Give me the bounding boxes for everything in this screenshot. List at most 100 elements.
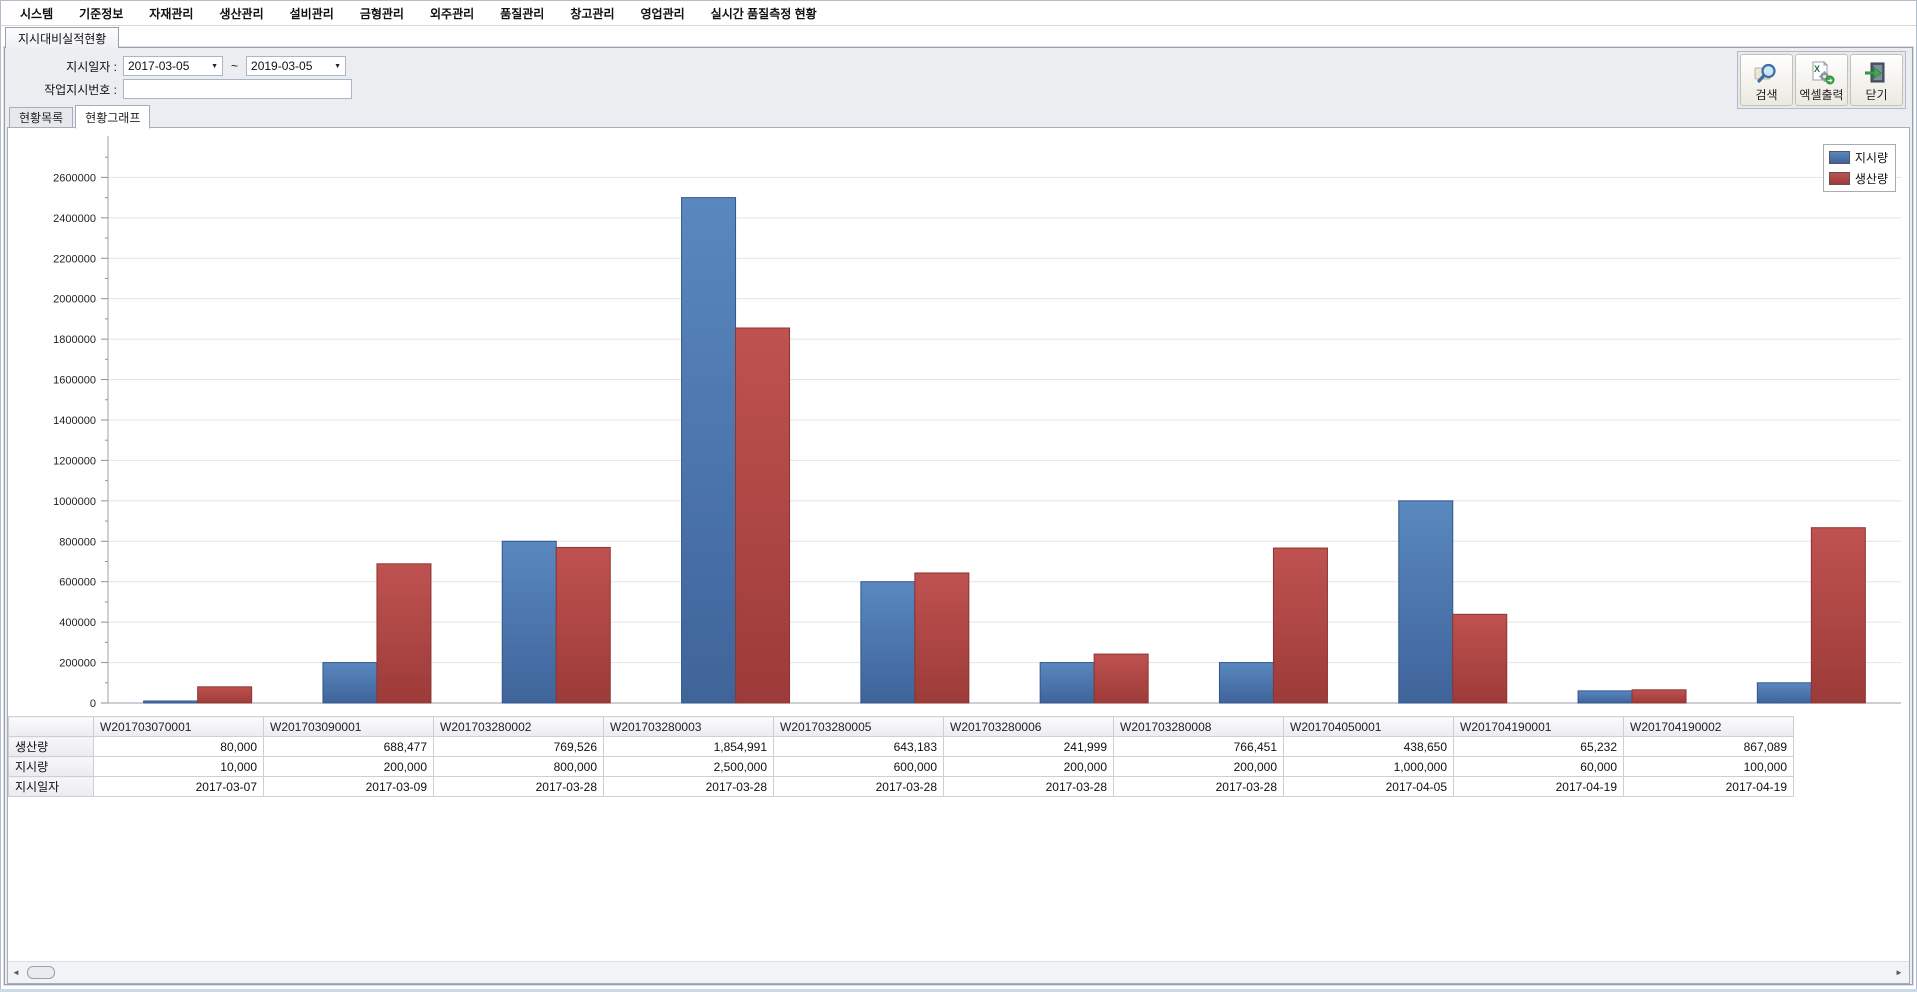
- legend-label: 생산량: [1854, 172, 1888, 186]
- grid-cell: 2017-03-09: [263, 776, 434, 797]
- grid-column-header[interactable]: W201704190002: [1623, 716, 1794, 737]
- menu-item[interactable]: 외주관리: [429, 6, 475, 21]
- scroll-left-icon[interactable]: ◄: [12, 967, 20, 977]
- view-tab-active[interactable]: 현황그래프: [75, 105, 151, 129]
- search-button-label: 검색: [1755, 88, 1778, 102]
- svg-text:1600000: 1600000: [53, 375, 96, 387]
- grid-column-header[interactable]: W201703090001: [263, 716, 434, 737]
- grid-cell: 2017-04-19: [1623, 776, 1794, 797]
- search-button[interactable]: 검색: [1740, 54, 1793, 106]
- menu-item[interactable]: 생산관리: [219, 6, 264, 21]
- grid-cell: 2017-03-28: [433, 776, 604, 797]
- work-order-no-label: 작업지시번호 :: [44, 82, 117, 97]
- scrollbar-thumb[interactable]: [27, 966, 55, 979]
- svg-text:600000: 600000: [59, 577, 96, 589]
- menu-item[interactable]: 설비관리: [289, 6, 334, 21]
- legend-label: 지시량: [1854, 151, 1888, 165]
- grid-cell: 2017-03-07: [93, 776, 264, 797]
- grid-cell: 200,000: [1113, 756, 1284, 777]
- exit-door-icon: [1864, 60, 1890, 86]
- grid-cell: 241,999: [943, 736, 1114, 757]
- main-panel: 지시일자 : 2017-03-05 ▼ ~ 2019-03-05 ▼ 작업지시번…: [4, 47, 1913, 985]
- grid-corner-cell: [8, 716, 94, 737]
- excel-export-icon: X: [1809, 60, 1835, 86]
- date-range-tilde: ~: [231, 59, 239, 73]
- menu-item[interactable]: 시스템: [20, 6, 54, 21]
- grid-cell: 1,000,000: [1283, 756, 1454, 777]
- svg-text:400000: 400000: [59, 617, 96, 629]
- grid-cell: 2017-03-28: [1113, 776, 1284, 797]
- window-tab-active[interactable]: 지시대비실적현황: [5, 27, 120, 48]
- svg-text:1200000: 1200000: [53, 455, 96, 467]
- toolbar-button-group: 검색 X: [1737, 51, 1906, 109]
- menu-item[interactable]: 영업관리: [640, 6, 685, 21]
- scroll-right-icon[interactable]: ►: [1895, 967, 1903, 977]
- view-tab-inactive[interactable]: 현황목록: [9, 107, 74, 128]
- grid-column-header[interactable]: W201703070001: [93, 716, 264, 737]
- grid-column-header[interactable]: W201703280005: [773, 716, 944, 737]
- grid-column-header[interactable]: W201703280003: [603, 716, 774, 737]
- grid-column-header[interactable]: W201703280006: [943, 716, 1114, 737]
- excel-export-button-label: 엑셀출력: [1799, 88, 1844, 102]
- grid-cell: 2017-03-28: [603, 776, 774, 797]
- grid-cell: 2,500,000: [603, 756, 774, 777]
- date-from-dropdown[interactable]: 2017-03-05 ▼: [123, 56, 223, 76]
- svg-text:2600000: 2600000: [53, 172, 96, 184]
- svg-text:2400000: 2400000: [53, 213, 96, 225]
- filter-bar: 지시일자 : 2017-03-05 ▼ ~ 2019-03-05 ▼ 작업지시번…: [5, 48, 1912, 109]
- menu-item[interactable]: 기준정보: [79, 6, 124, 21]
- work-order-no-input[interactable]: [123, 79, 352, 99]
- grid-cell: 643,183: [773, 736, 944, 757]
- table-row: 생산량 80,000 688,477 769,526 1,854,991 643,183 2…: [8, 736, 1794, 757]
- grid-cell: 688,477: [263, 736, 434, 757]
- svg-text:200000: 200000: [59, 658, 96, 670]
- svg-text:1000000: 1000000: [53, 496, 96, 508]
- date-from-value: 2017-03-05: [128, 59, 190, 73]
- date-to-dropdown[interactable]: 2019-03-05 ▼: [246, 56, 347, 76]
- window-bottom-edge: [0, 989, 1917, 992]
- grid-row-header: 생산량: [8, 736, 94, 757]
- date-to-value: 2019-03-05: [251, 59, 313, 73]
- close-button-label: 닫기: [1865, 88, 1888, 102]
- svg-text:0: 0: [90, 698, 96, 710]
- grid-cell: 10,000: [93, 756, 264, 777]
- close-button[interactable]: 닫기: [1850, 54, 1903, 106]
- grid-cell: 800,000: [433, 756, 604, 777]
- grid-cell: 100,000: [1623, 756, 1794, 777]
- menu-item[interactable]: 자재관리: [149, 6, 194, 21]
- grid-column-header[interactable]: W201704190001: [1453, 716, 1624, 737]
- grid-cell: 80,000: [93, 736, 264, 757]
- summary-grid: W201703070001 W201703090001 W201703280002 W…: [8, 716, 1794, 797]
- table-row: 지시량 10,000 200,000 800,000 2,500,000 600,000 2…: [8, 756, 1794, 777]
- grid-cell: 1,854,991: [603, 736, 774, 757]
- svg-text:2000000: 2000000: [53, 294, 96, 306]
- grid-cell: 200,000: [943, 756, 1114, 777]
- grid-column-header[interactable]: W201703280008: [1113, 716, 1284, 737]
- svg-text:2200000: 2200000: [53, 253, 96, 265]
- grid-cell: 766,451: [1113, 736, 1284, 757]
- menu-item[interactable]: 창고관리: [570, 6, 615, 21]
- legend-item: 지시량: [1828, 149, 1888, 166]
- excel-export-button[interactable]: X 엑셀출력: [1795, 54, 1848, 106]
- grid-column-header[interactable]: W201704050001: [1283, 716, 1454, 737]
- svg-text:1800000: 1800000: [53, 334, 96, 346]
- menu-item[interactable]: 품질관리: [500, 6, 545, 21]
- svg-text:X: X: [1814, 64, 1820, 74]
- bar-chart: 0 200000 400000 600000 800000 1000000 1200000 1…: [53, 136, 1901, 710]
- horizontal-scrollbar[interactable]: ◄ ►: [8, 961, 1909, 983]
- view-tabs: 현황목록 현황그래프: [9, 104, 152, 129]
- chevron-down-icon: ▼: [334, 62, 342, 70]
- grid-column-header[interactable]: W201703280002: [433, 716, 604, 737]
- grid-cell: 2017-03-28: [943, 776, 1114, 797]
- table-row: 지시일자 2017-03-07 2017-03-09 2017-03-28 2017-0…: [8, 776, 1794, 797]
- grid-row-header: 지시일자: [8, 776, 94, 797]
- grid-cell: 200,000: [263, 756, 434, 777]
- grid-header-row: W201703070001 W201703090001 W201703280002 W…: [8, 716, 1794, 737]
- svg-text:1400000: 1400000: [53, 415, 96, 427]
- menu-item[interactable]: 실시간 품질측정 현황: [710, 6, 817, 21]
- grid-body: 생산량 80,000 688,477 769,526 1,854,991 643,183 2…: [8, 736, 1794, 797]
- menu-item[interactable]: 금형관리: [359, 6, 404, 21]
- legend-item: 생산량: [1828, 170, 1888, 187]
- grid-row-header: 지시량: [8, 756, 94, 777]
